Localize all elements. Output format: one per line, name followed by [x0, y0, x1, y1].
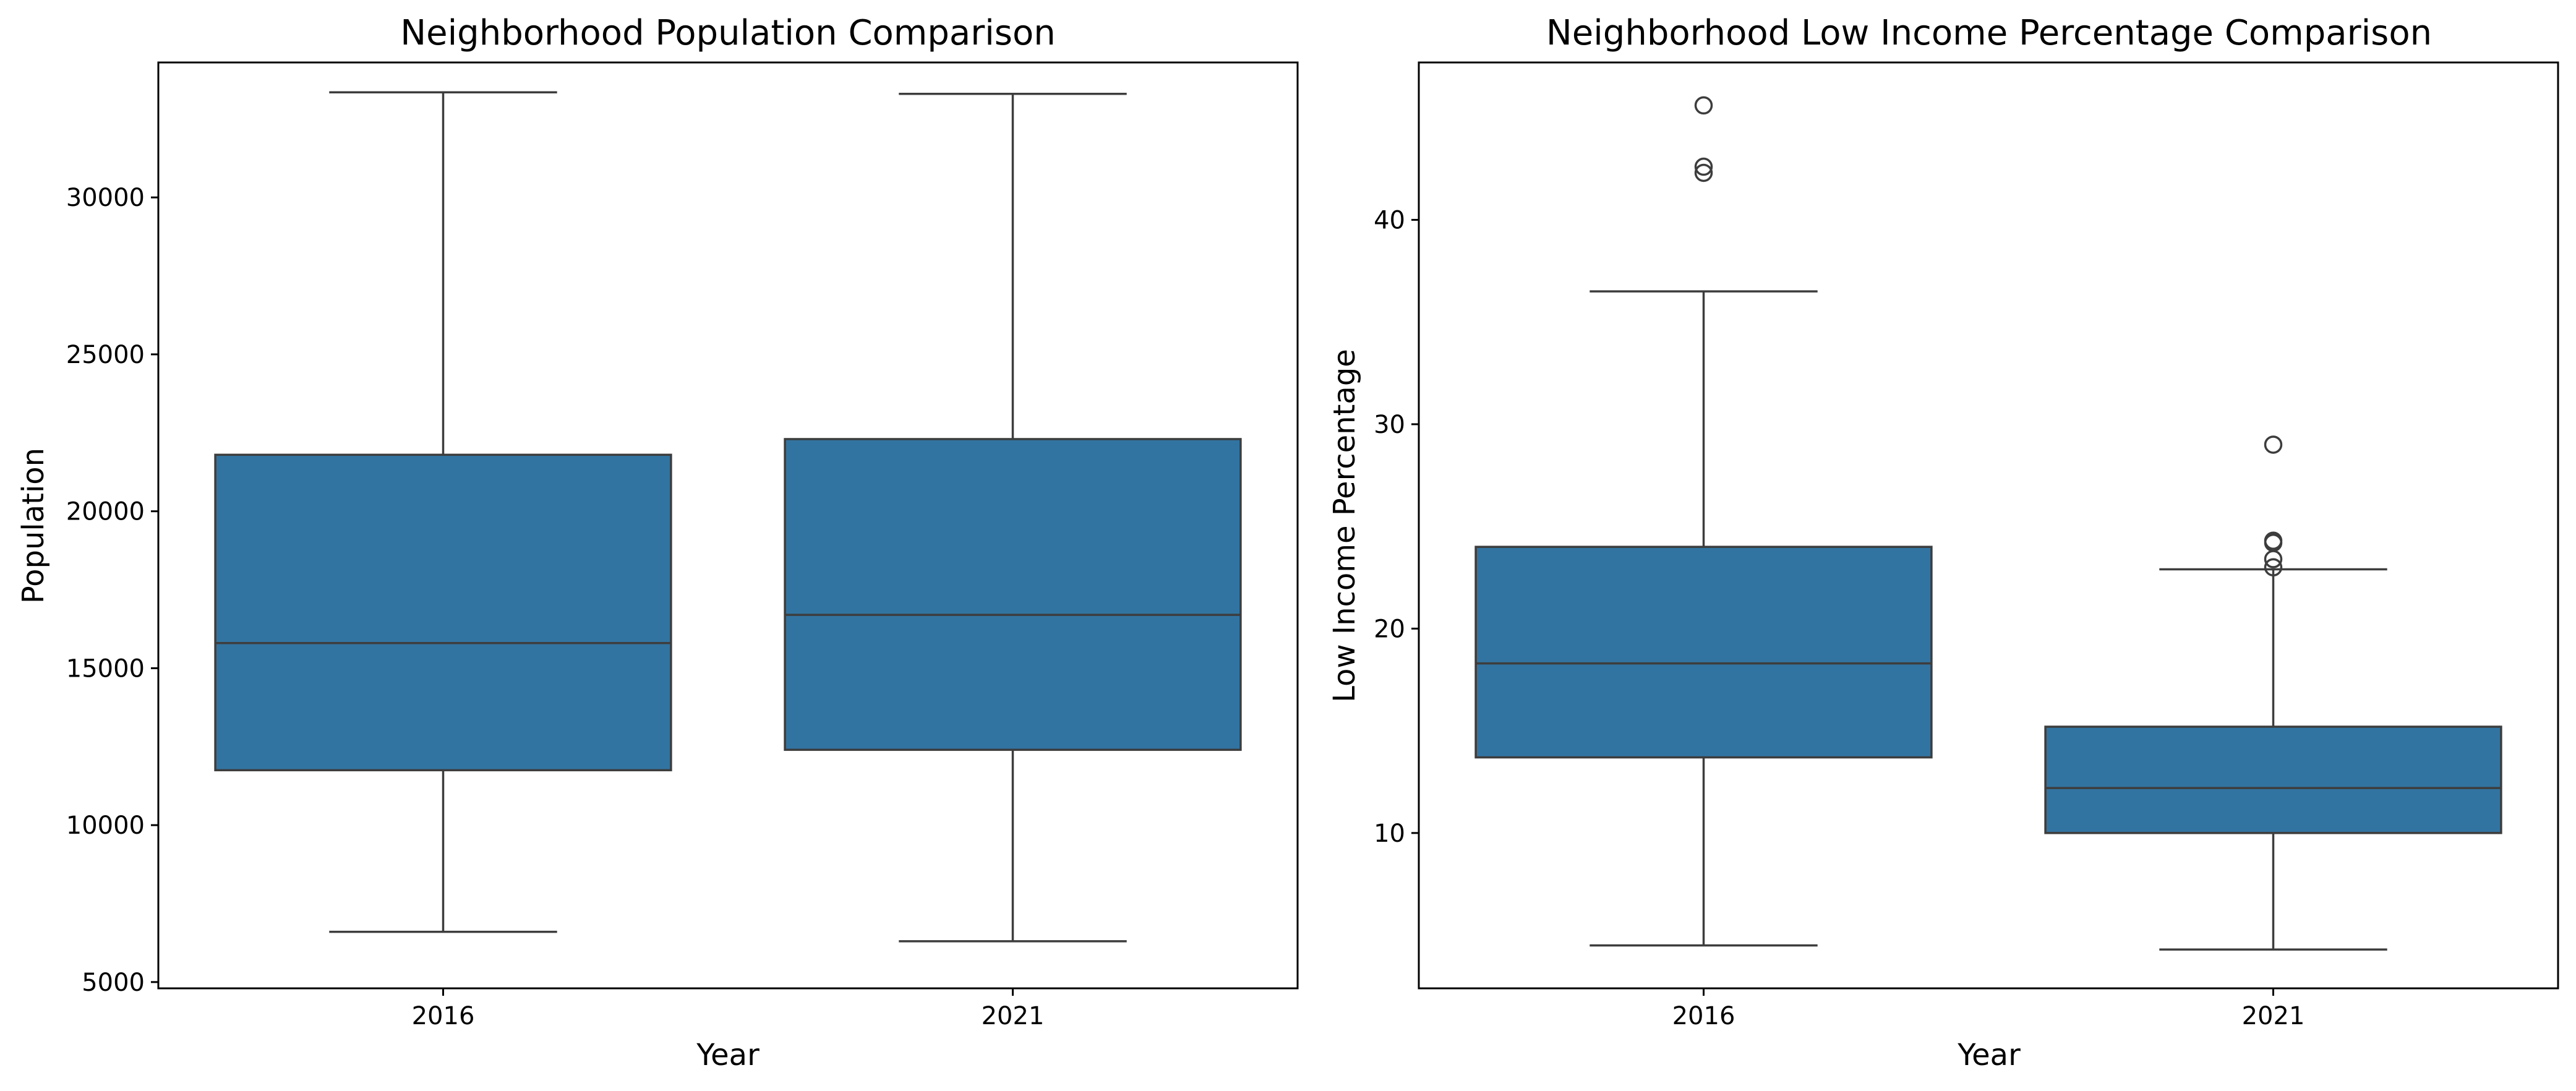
low-income-y-tick-label: 20 [1374, 615, 1405, 643]
population-y-axis: 5000 10000 15000 20000 25000 30000 [66, 184, 158, 997]
outlier-point [1694, 163, 1713, 182]
low-income-chart-title: Neighborhood Low Income Percentage Compa… [1546, 13, 2432, 53]
population-y-tick-label: 10000 [66, 811, 145, 840]
low-income-y-tick-label: 40 [1374, 206, 1405, 234]
iqr-box [784, 438, 1242, 751]
outlier-point [2264, 531, 2283, 550]
low-income-y-tick-label: 10 [1374, 819, 1405, 848]
population-chart-title: Neighborhood Population Comparison [400, 13, 1055, 53]
iqr-box [214, 453, 672, 772]
population-y-tick-label: 20000 [66, 498, 145, 526]
population-boxes [214, 91, 1242, 943]
low-income-box-2016 [1474, 96, 1933, 947]
outlier-point [2264, 435, 2283, 454]
population-y-tick-label: 5000 [82, 969, 145, 997]
outlier-point [1694, 96, 1713, 115]
iqr-box [2044, 725, 2502, 834]
population-y-tick-label: 25000 [66, 341, 145, 369]
population-x-axis: 2016 2021 [412, 988, 1045, 1030]
population-y-axis-label: Population [16, 448, 51, 604]
outlier-point [1694, 157, 1713, 176]
low-income-chart: Neighborhood Low Income Percentage Compa… [1327, 13, 2559, 1072]
population-box-2021 [784, 92, 1242, 943]
population-x-tick-label: 2016 [412, 1002, 475, 1030]
population-x-tick-label: 2021 [982, 1002, 1045, 1030]
low-income-y-axis-label: Low Income Percentage [1327, 349, 1362, 703]
iqr-box [1474, 546, 1933, 759]
low-income-boxes [1474, 96, 2502, 951]
population-x-axis-label: Year [696, 1038, 760, 1072]
population-y-tick-label: 15000 [66, 654, 145, 683]
low-income-x-tick-label: 2021 [2242, 1002, 2305, 1030]
outlier-point [2264, 558, 2283, 576]
population-y-tick-label: 30000 [66, 184, 145, 212]
population-plot-frame [157, 61, 1299, 990]
low-income-x-tick-label: 2016 [1672, 1002, 1735, 1030]
low-income-x-axis: 2016 2021 [1672, 988, 2305, 1030]
low-income-y-axis: 10 20 30 40 [1374, 206, 1419, 848]
population-chart: Neighborhood Population Comparison 5000 1… [16, 13, 1299, 1072]
low-income-y-tick-label: 30 [1374, 411, 1405, 439]
low-income-box-2021 [2044, 435, 2502, 951]
low-income-plot-frame [1418, 61, 2559, 990]
low-income-x-axis-label: Year [1957, 1038, 2021, 1072]
population-box-2016 [214, 91, 672, 933]
